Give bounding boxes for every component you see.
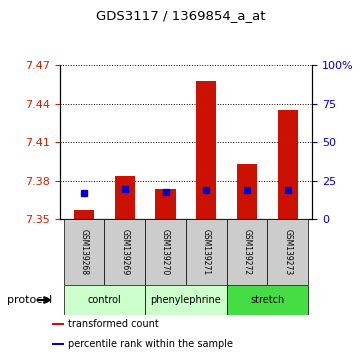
Bar	[114, 176, 135, 219]
Text: stretch: stretch	[250, 295, 284, 305]
Text: GSM139270: GSM139270	[161, 229, 170, 275]
Text: GSM139269: GSM139269	[120, 229, 129, 275]
Text: GSM139271: GSM139271	[202, 229, 211, 275]
Bar	[52, 323, 64, 325]
Text: GSM139268: GSM139268	[79, 229, 88, 275]
Bar	[64, 285, 145, 315]
Text: transformed count: transformed count	[68, 319, 159, 329]
Bar	[64, 219, 104, 285]
Bar	[145, 219, 186, 285]
Text: GSM139273: GSM139273	[283, 229, 292, 275]
Bar	[196, 81, 217, 219]
Bar	[227, 219, 268, 285]
Bar	[268, 219, 308, 285]
Text: percentile rank within the sample: percentile rank within the sample	[68, 339, 233, 349]
Bar	[278, 110, 298, 219]
Bar	[186, 219, 227, 285]
Text: control: control	[87, 295, 121, 305]
Text: GDS3117 / 1369854_a_at: GDS3117 / 1369854_a_at	[96, 9, 265, 22]
Bar	[104, 219, 145, 285]
Bar	[227, 285, 308, 315]
Text: phenylephrine: phenylephrine	[151, 295, 221, 305]
Bar	[145, 285, 227, 315]
Text: protocol: protocol	[7, 295, 52, 305]
Bar	[74, 211, 94, 219]
Bar	[155, 189, 176, 219]
Bar	[237, 164, 257, 219]
Bar	[52, 343, 64, 346]
Text: GSM139272: GSM139272	[243, 229, 252, 275]
